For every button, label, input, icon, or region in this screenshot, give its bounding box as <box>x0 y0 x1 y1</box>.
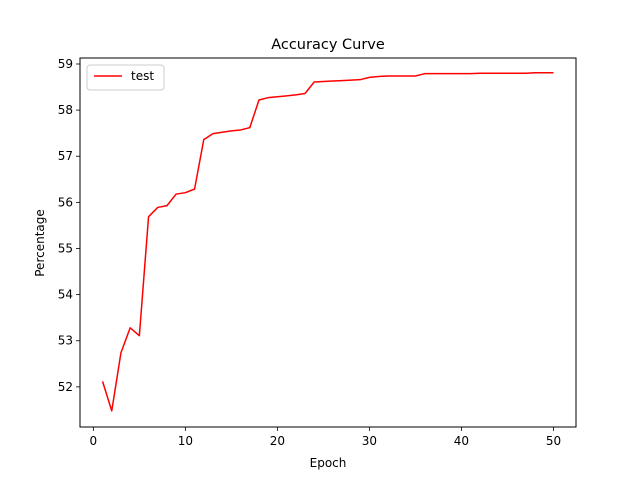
y-tick-label: 53 <box>58 334 73 348</box>
legend-label-test: test <box>131 69 154 83</box>
y-tick-label: 55 <box>58 241 73 255</box>
y-axis-label: Percentage <box>33 209 47 277</box>
x-tick-label: 40 <box>454 434 469 448</box>
x-tick-label: 50 <box>546 434 561 448</box>
y-tick-label: 56 <box>58 195 73 209</box>
plot-marks <box>101 72 554 412</box>
x-axis-ticks: 0 10 20 30 40 50 <box>90 427 561 448</box>
plot-area-frame <box>79 57 577 428</box>
chart-title: Accuracy Curve <box>271 37 385 53</box>
y-tick-label: 54 <box>58 288 73 302</box>
y-tick-label: 58 <box>58 103 73 117</box>
legend: test <box>86 64 165 91</box>
x-tick-label: 30 <box>362 434 377 448</box>
x-tick-label: 20 <box>270 434 285 448</box>
y-tick-label: 57 <box>58 149 73 163</box>
y-tick-label: 52 <box>58 380 73 394</box>
y-axis-ticks: 52 53 54 55 56 57 58 59 <box>58 57 80 394</box>
x-tick-label: 10 <box>178 434 193 448</box>
legend-box <box>86 64 165 91</box>
x-tick-label: 0 <box>90 434 98 448</box>
series-line-test <box>101 72 554 412</box>
y-tick-label: 59 <box>58 57 73 71</box>
x-axis-label: Epoch <box>310 456 347 470</box>
